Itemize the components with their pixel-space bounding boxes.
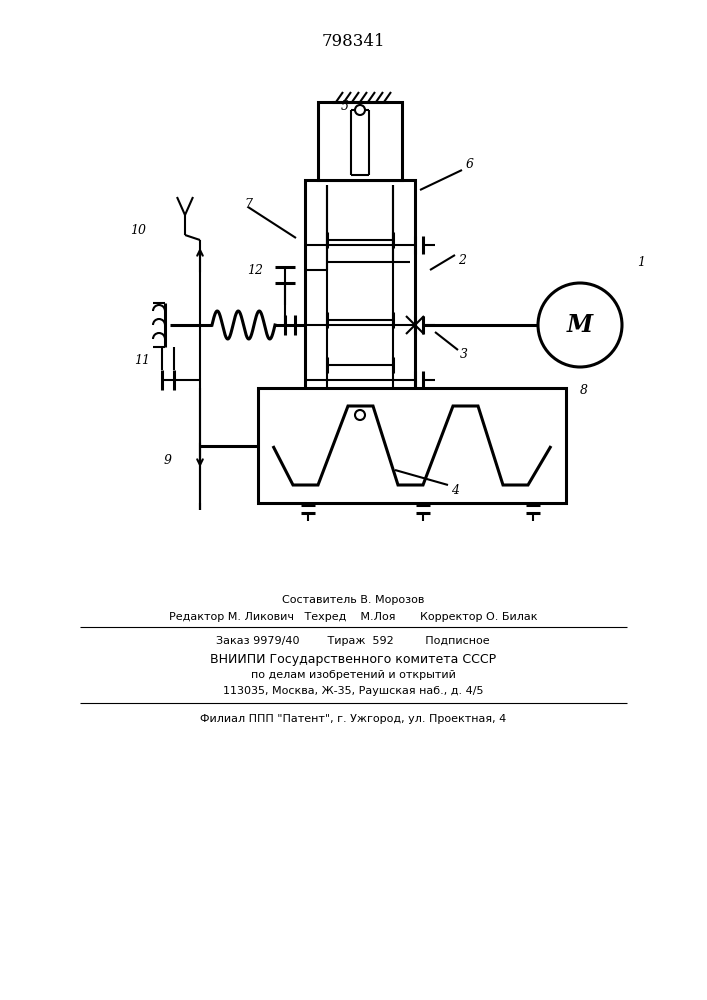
Bar xyxy=(258,388,566,503)
Text: Составитель В. Морозов: Составитель В. Морозов xyxy=(282,595,424,605)
Text: 8: 8 xyxy=(580,383,588,396)
Text: 4: 4 xyxy=(451,484,459,496)
Text: M: M xyxy=(567,313,593,337)
Text: 12: 12 xyxy=(247,263,263,276)
Bar xyxy=(318,102,402,180)
Text: 5: 5 xyxy=(341,101,349,113)
Circle shape xyxy=(355,105,365,115)
Text: 2: 2 xyxy=(458,253,466,266)
Text: Редактор М. Ликович   Техред    М.Лоя       Корректор О. Билак: Редактор М. Ликович Техред М.Лоя Коррект… xyxy=(169,612,537,622)
Text: по делам изобретений и открытий: по делам изобретений и открытий xyxy=(250,670,455,680)
Text: 10: 10 xyxy=(130,224,146,236)
Text: 3: 3 xyxy=(460,349,468,361)
Circle shape xyxy=(538,283,622,367)
Text: 7: 7 xyxy=(244,198,252,212)
Text: ВНИИПИ Государственного комитета СССР: ВНИИПИ Государственного комитета СССР xyxy=(210,652,496,666)
Text: Филиал ППП "Патент", г. Ужгород, ул. Проектная, 4: Филиал ППП "Патент", г. Ужгород, ул. Про… xyxy=(200,714,506,724)
Text: 1: 1 xyxy=(637,255,645,268)
Bar xyxy=(305,180,415,470)
Text: 113035, Москва, Ж-35, Раушская наб., д. 4/5: 113035, Москва, Ж-35, Раушская наб., д. … xyxy=(223,686,484,696)
Text: 9: 9 xyxy=(164,454,172,466)
Text: Заказ 9979/40        Тираж  592         Подписное: Заказ 9979/40 Тираж 592 Подписное xyxy=(216,636,490,646)
Circle shape xyxy=(355,410,365,420)
Text: 6: 6 xyxy=(466,158,474,172)
Text: 798341: 798341 xyxy=(321,33,385,50)
Text: 11: 11 xyxy=(134,354,150,366)
